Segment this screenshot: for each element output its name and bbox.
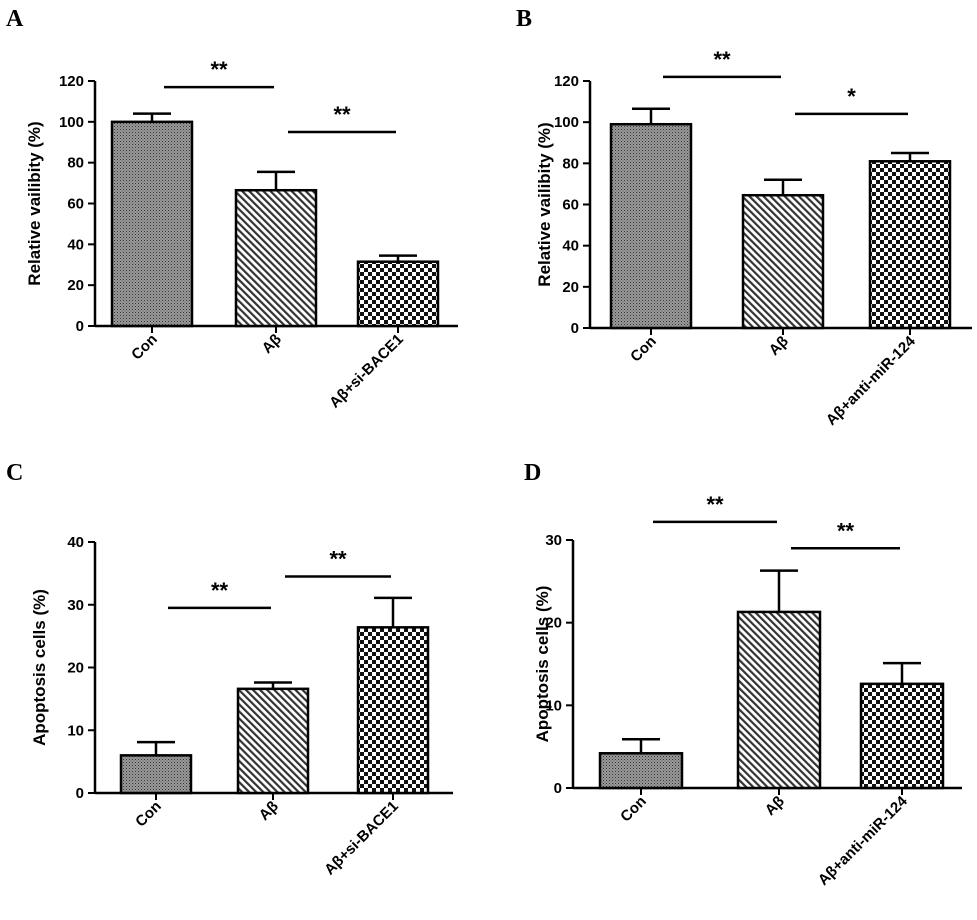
chart-b-y-tick-label: 120	[554, 73, 579, 90]
chart-d-y-tick-label: 10	[545, 697, 562, 714]
chart-c-bar	[356, 626, 430, 795]
chart-b-significance-label: **	[713, 47, 731, 72]
chart-b-bar	[868, 160, 952, 330]
chart-c-category-label: Aβ	[256, 798, 282, 824]
chart-c-significance-label: **	[211, 578, 229, 603]
chart-a-bar	[110, 120, 194, 328]
chart-b-significance-label: *	[847, 84, 856, 109]
chart-d-y-tick-label: 0	[554, 780, 562, 797]
chart-a-y-tick-label: 40	[67, 236, 84, 253]
chart-a-bar	[234, 188, 318, 328]
chart-b-category-label: Aβ	[766, 333, 792, 359]
chart-c-y-tick-label: 20	[67, 660, 84, 677]
chart-a-y-tick-label: 80	[67, 155, 84, 172]
chart-d-y-tick-label: 30	[545, 532, 562, 549]
chart-a-significance-label: **	[210, 57, 228, 82]
chart-panel-b: 0 20 40 60 80 100 120 Relative vailibity (%) Con…	[535, 47, 972, 429]
chart-a-category-label: Aβ+si-BACE1	[326, 331, 407, 412]
chart-a-y-tick-label: 100	[59, 114, 84, 131]
chart-a-y-tick-label: 120	[59, 73, 84, 90]
chart-d-bar	[859, 682, 945, 790]
chart-c-category-label: Con	[132, 798, 165, 831]
chart-d-bar	[736, 610, 822, 790]
panel-letter-a: A	[6, 6, 24, 32]
chart-d-significance-label: **	[837, 518, 855, 543]
chart-a-category-label: Con	[128, 331, 161, 364]
chart-d-category-label: Aβ	[762, 793, 788, 819]
chart-d-y-tick-label: 20	[545, 615, 562, 632]
panel-letter-d: D	[524, 460, 541, 486]
chart-c-bar	[236, 687, 310, 795]
panel-letter-b: B	[516, 6, 532, 32]
chart-d-bar	[598, 752, 684, 790]
chart-c-bar	[119, 754, 193, 795]
chart-b-y-tick-label: 80	[562, 155, 579, 172]
chart-c-y-tick-label: 10	[67, 722, 84, 739]
chart-a-significance-label: **	[333, 102, 351, 127]
chart-d-significance-label: **	[706, 492, 724, 517]
chart-b-y-tick-label: 60	[562, 197, 579, 214]
chart-c-y-axis-title: Apoptosis cells (%)	[30, 589, 49, 746]
chart-d-y-axis-title: Apoptosis cells (%)	[533, 586, 552, 743]
chart-a-bar	[356, 260, 440, 328]
chart-panel-d: 0 10 20 30 Apoptosis cells (%) Con Aβ Aβ+anti-m…	[533, 492, 962, 889]
chart-panel-a: 0 20 40 60 80 100 120 Relative vailibity (%) Con…	[25, 57, 458, 411]
chart-b-category-label: Aβ+anti-miR-124	[823, 332, 919, 428]
chart-d-category-label: Con	[617, 793, 650, 826]
chart-d-category-label: Aβ+anti-miR-124	[815, 792, 911, 888]
chart-a-y-tick-label: 20	[67, 277, 84, 294]
chart-b-y-tick-label: 40	[562, 238, 579, 255]
chart-a-category-label: Aβ	[259, 331, 285, 357]
chart-a-y-axis-title: Relative vailibity (%)	[25, 121, 44, 285]
chart-c-significance-label: **	[329, 547, 347, 572]
chart-b-y-tick-label: 0	[571, 320, 579, 337]
chart-panel-c: 0 10 20 30 40 Apoptosis cells (%) Con Aβ Aβ+si-B…	[30, 534, 453, 878]
chart-b-bar	[741, 193, 825, 330]
chart-b-bar	[609, 122, 693, 330]
chart-c-y-tick-label: 30	[67, 597, 84, 614]
chart-c-y-tick-label: 40	[67, 534, 84, 551]
chart-b-category-label: Con	[627, 333, 660, 366]
chart-b-y-tick-label: 100	[554, 114, 579, 131]
chart-b-y-tick-label: 20	[562, 279, 579, 296]
chart-a-y-tick-label: 60	[67, 196, 84, 213]
panel-letter-c: C	[6, 460, 23, 486]
chart-c-y-tick-label: 0	[76, 785, 84, 802]
chart-a-y-tick-label: 0	[76, 318, 84, 335]
chart-b-y-axis-title: Relative vailibity (%)	[535, 122, 554, 286]
chart-c-category-label: Aβ+si-BACE1	[321, 798, 402, 879]
